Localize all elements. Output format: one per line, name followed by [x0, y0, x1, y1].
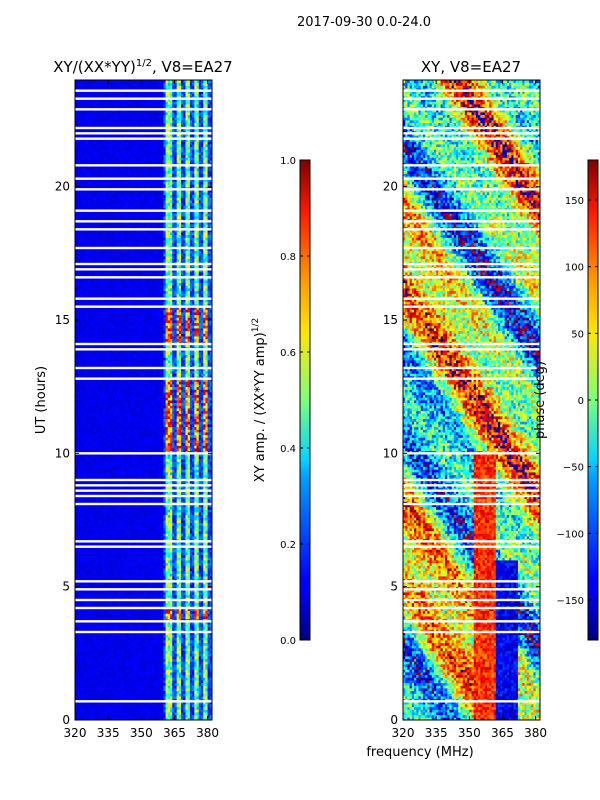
figure: 2017-09-30 0.0-24.0 XY/(XX*YY)1/2, V8=EA… — [0, 0, 600, 800]
amplitude-panel-title: XY/(XX*YY)1/2, V8=EA27 — [53, 58, 232, 76]
amplitude-heatmap — [75, 80, 212, 720]
figure-suptitle: 2017-09-30 0.0-24.0 — [297, 15, 431, 30]
amplitude-panel: XY/(XX*YY)1/2, V8=EA27 320 335 350 365 380 0… — [34, 58, 233, 740]
